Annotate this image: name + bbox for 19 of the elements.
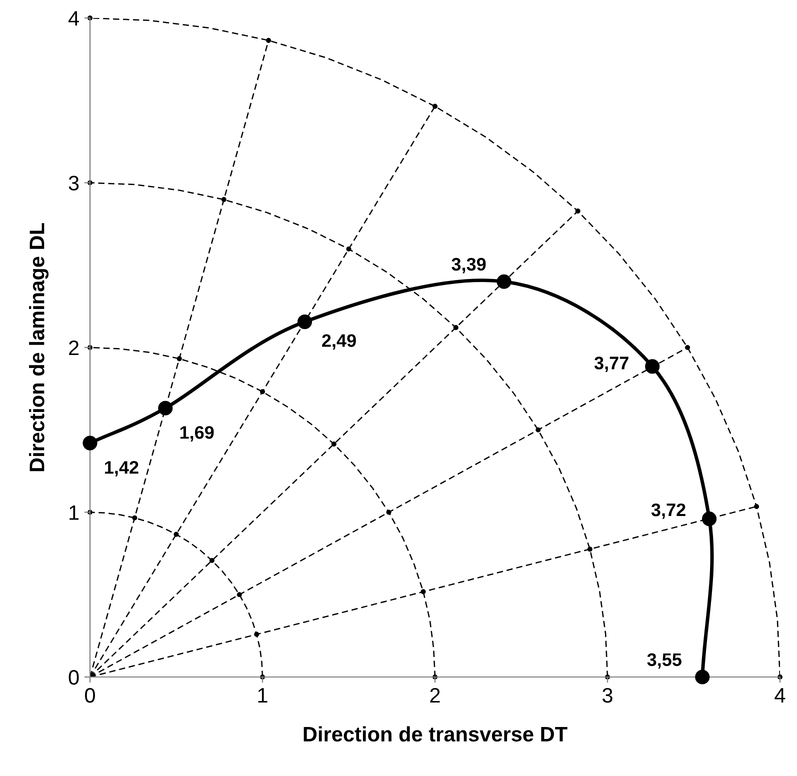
x-tick-label: 2 — [430, 688, 440, 703]
y-tick-label: 2 — [69, 340, 79, 356]
y-axis-title: Direction de laminage DL — [29, 223, 49, 472]
annotation: 3,55 — [647, 653, 682, 669]
annotation: 1,69 — [180, 426, 214, 442]
annotation: 3,72 — [651, 503, 686, 519]
y-tick-label: 4 — [68, 11, 79, 26]
x-tick-label: 4 — [774, 688, 786, 703]
annotation: 1,42 — [105, 461, 138, 476]
x-tick-label: 0 — [85, 688, 95, 703]
x-tick-label: 1 — [258, 688, 268, 703]
y-tick-label: 0 — [68, 670, 79, 685]
x-tick-label: 3 — [602, 688, 612, 703]
annotation: 3,77 — [594, 356, 628, 372]
x-axis-title: Direction de transverse DT — [304, 726, 568, 742]
annotation: 2,49 — [322, 334, 356, 350]
y-tick-label: 1 — [70, 505, 79, 520]
annotation: 3,39 — [452, 258, 486, 274]
y-tick-label: 3 — [68, 176, 79, 191]
